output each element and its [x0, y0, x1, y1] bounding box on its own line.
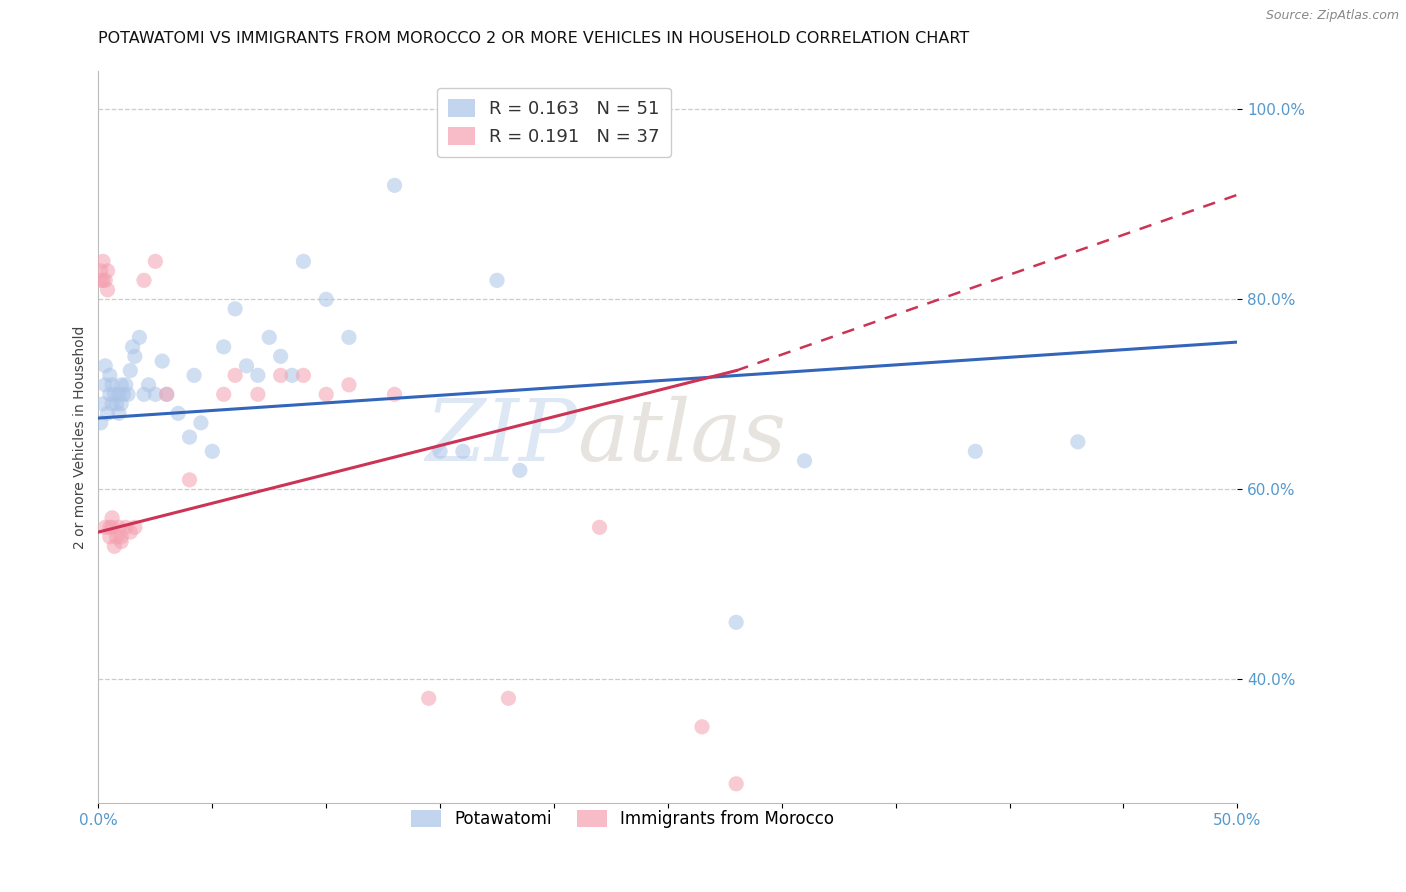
Point [224, 301, 246, 316]
Point [212, 387, 235, 401]
Point [117, 387, 139, 401]
Point [132, 273, 155, 287]
Point [315, 387, 337, 401]
Point [98, 530, 121, 544]
Point [270, 349, 292, 363]
Text: Source: ZipAtlas.com: Source: ZipAtlas.com [1265, 9, 1399, 22]
Point [315, 293, 337, 307]
Point [1067, 434, 1090, 449]
Text: POTAWATOMI VS IMMIGRANTS FROM MOROCCO 2 OR MORE VEHICLES IN HOUSEHOLD CORRELATIO: POTAWATOMI VS IMMIGRANTS FROM MOROCCO 2 … [98, 31, 970, 46]
Point [235, 359, 257, 373]
Point [384, 387, 406, 401]
Point [190, 416, 212, 430]
Point [128, 330, 150, 344]
Point [384, 178, 406, 193]
Point [90, 416, 112, 430]
Point [429, 444, 451, 458]
Point [108, 387, 131, 401]
Point [292, 254, 315, 268]
Point [94, 377, 117, 392]
Point [101, 397, 124, 411]
Point [90, 264, 112, 278]
Point [167, 406, 190, 420]
Point [98, 387, 121, 401]
Point [259, 330, 281, 344]
Point [124, 349, 146, 363]
Point [114, 377, 136, 392]
Point [418, 691, 440, 706]
Point [105, 397, 128, 411]
Text: atlas: atlas [576, 396, 786, 478]
Point [337, 377, 360, 392]
Point [725, 777, 748, 791]
Point [224, 368, 246, 383]
Point [110, 534, 132, 549]
Point [270, 368, 292, 383]
Point [114, 520, 136, 534]
Point [588, 520, 610, 534]
Point [101, 511, 124, 525]
Point [246, 368, 269, 383]
Point [110, 397, 132, 411]
Point [108, 520, 131, 534]
Point [156, 387, 179, 401]
Point [965, 444, 987, 458]
Point [98, 368, 121, 383]
Point [138, 377, 160, 392]
Point [201, 444, 224, 458]
Legend: Potawatomi, Immigrants from Morocco: Potawatomi, Immigrants from Morocco [404, 803, 841, 835]
Point [110, 377, 132, 392]
Point [212, 340, 235, 354]
Point [121, 340, 143, 354]
Point [112, 387, 135, 401]
Point [94, 520, 117, 534]
Point [120, 524, 142, 539]
Point [725, 615, 748, 630]
Point [486, 273, 509, 287]
Point [101, 377, 124, 392]
Point [108, 406, 131, 420]
Point [98, 520, 121, 534]
Point [337, 330, 360, 344]
Point [690, 720, 713, 734]
Point [246, 387, 269, 401]
Point [498, 691, 520, 706]
Point [183, 368, 205, 383]
Point [145, 254, 167, 268]
Text: ZIP: ZIP [425, 396, 576, 478]
Point [96, 283, 118, 297]
Point [793, 454, 815, 468]
Point [156, 387, 179, 401]
Point [94, 359, 117, 373]
Point [103, 387, 125, 401]
Point [91, 397, 114, 411]
Point [179, 430, 201, 444]
Point [120, 363, 142, 377]
Point [91, 273, 114, 287]
Point [94, 273, 117, 287]
Point [179, 473, 201, 487]
Point [96, 406, 118, 420]
Point [509, 463, 531, 477]
Point [292, 368, 315, 383]
Point [145, 387, 167, 401]
Point [150, 354, 173, 368]
Point [110, 530, 132, 544]
Point [91, 254, 114, 268]
Point [101, 520, 124, 534]
Point [132, 387, 155, 401]
Point [103, 539, 125, 553]
Point [96, 264, 118, 278]
Point [124, 520, 146, 534]
Point [281, 368, 304, 383]
Y-axis label: 2 or more Vehicles in Household: 2 or more Vehicles in Household [73, 326, 87, 549]
Point [105, 530, 128, 544]
Point [90, 273, 112, 287]
Point [451, 444, 474, 458]
